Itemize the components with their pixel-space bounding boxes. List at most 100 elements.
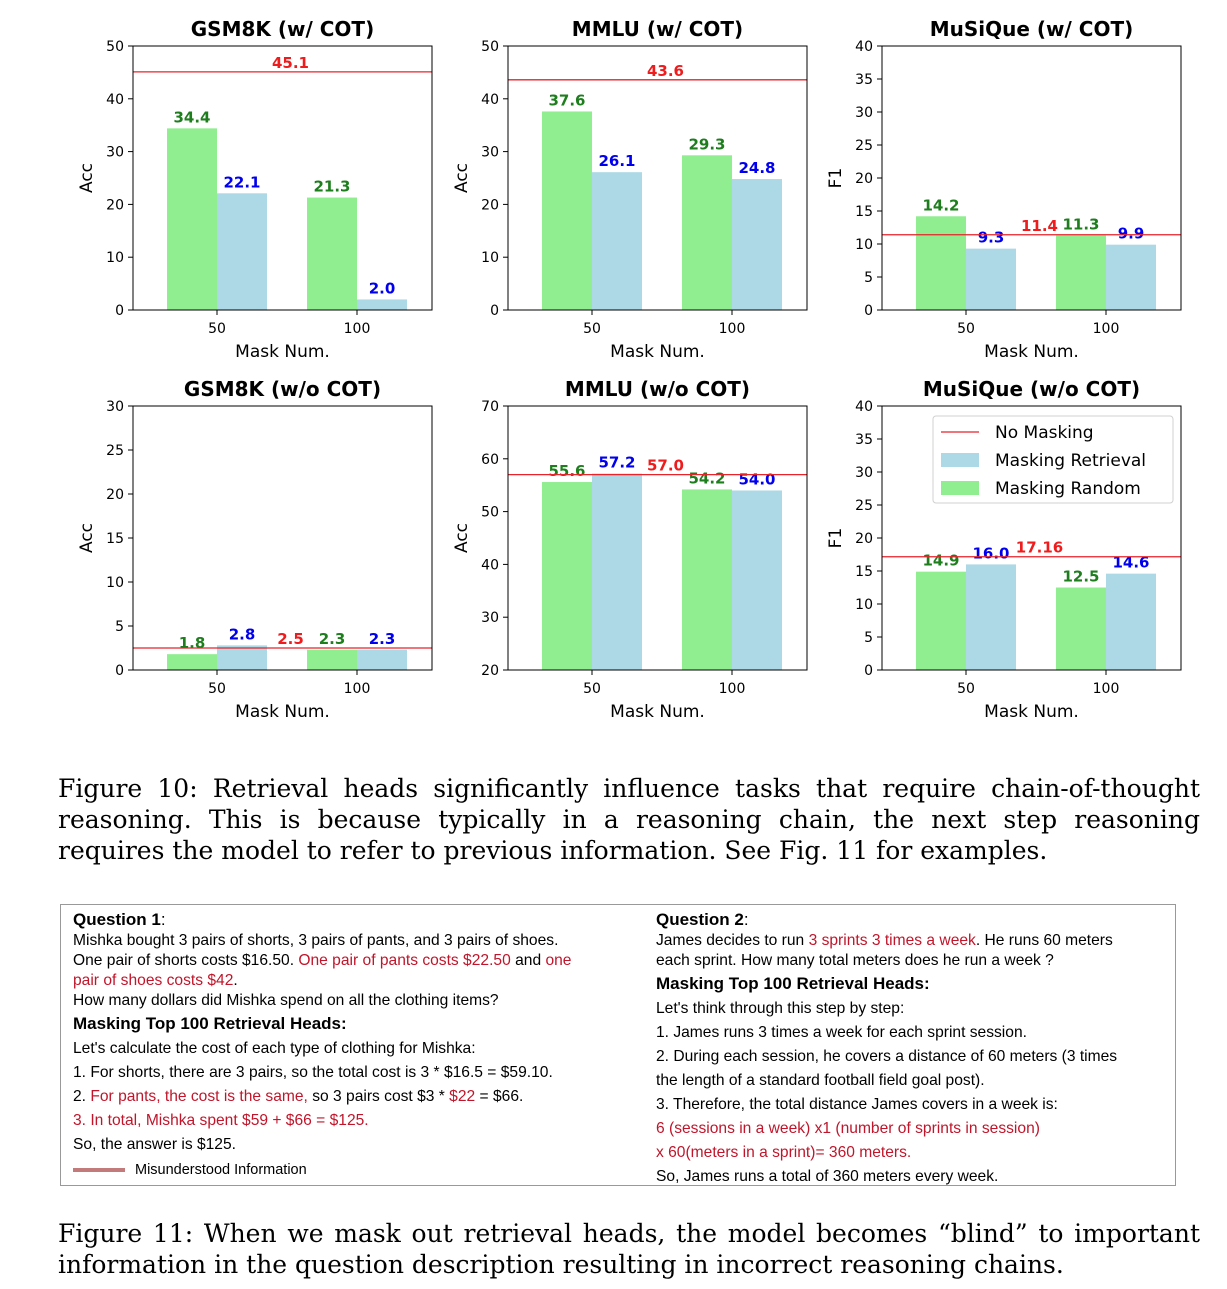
chart5-label-random-50: 55.6 [548, 462, 585, 480]
chart6-bar-retrieval-100 [1106, 573, 1156, 670]
chart1-bar-retrieval-50 [217, 193, 267, 310]
question1-mask-heading: Masking Top 100 Retrieval Heads: [73, 1014, 347, 1033]
question2-answer-line8: So, James runs a total of 360 meters eve… [656, 1168, 999, 1185]
question2-answer-line3: 2. During each session, he covers a dist… [656, 1048, 1118, 1065]
question2-answer-line4: the length of a standard football field … [656, 1072, 985, 1089]
chart5-xlabel: Mask Num. [610, 702, 705, 722]
chart6-label-retrieval-100: 14.6 [1112, 554, 1149, 572]
misunderstood-legend-label: Misunderstood Information [135, 1162, 307, 1178]
question1-line3: pair of shoes costs $42. [73, 972, 238, 989]
chart4-ylabel: Acc [77, 523, 97, 553]
chart3-ytick-label-40: 40 [855, 39, 873, 55]
chart6-xlabel: Mask Num. [984, 702, 1079, 722]
question1-answer-line4: 3. In total, Mishka spent $59 + $66 = $1… [73, 1112, 369, 1129]
chart4-ytick-label-15: 15 [106, 531, 124, 547]
figure11-example-box: Question 1: Mishka bought 3 pairs of sho… [60, 904, 1176, 1186]
chart1-baseline-label: 45.1 [272, 54, 309, 72]
chart6-label-random-100: 12.5 [1062, 568, 1099, 586]
chart2-bar-retrieval-50 [592, 172, 642, 310]
chart4-bar-random-50 [167, 654, 217, 670]
chart5-ytick-label-50: 50 [481, 505, 499, 521]
chart6-legend-label-0: No Masking [995, 423, 1094, 443]
chart2-xtick-label-100: 100 [719, 321, 746, 337]
chart2-bar-random-50 [542, 111, 592, 310]
chart1-ytick-label-50: 50 [106, 39, 124, 55]
chart3-ylabel: F1 [826, 168, 846, 189]
chart4-xtick-label-100: 100 [344, 681, 371, 697]
chart2-ytick-label-50: 50 [481, 39, 499, 55]
chart6-bar-retrieval-50 [966, 564, 1016, 670]
chart3-xlabel: Mask Num. [984, 342, 1079, 362]
chart2-baseline-label: 43.6 [647, 62, 684, 80]
chart6-bar-random-100 [1056, 587, 1106, 670]
chart3-label-random-100: 11.3 [1062, 215, 1099, 233]
chart3-ytick-label-15: 15 [855, 204, 873, 220]
chart5-xtick-label-50: 50 [583, 681, 601, 697]
chart1-ytick-label-40: 40 [106, 92, 124, 108]
chart4-ytick-label-0: 0 [115, 663, 124, 679]
chart1-ylabel: Acc [77, 163, 97, 193]
chart6-bar-random-50 [916, 571, 966, 670]
question1-column: Question 1: Mishka bought 3 pairs of sho… [73, 909, 643, 1181]
chart1-label-random-50: 34.4 [173, 108, 210, 126]
misunderstood-legend: Misunderstood Information [73, 1159, 643, 1181]
chart6-ytick-label-0: 0 [864, 663, 873, 679]
chart3-bar-random-100 [1056, 235, 1106, 310]
chart6-xtick-label-100: 100 [1093, 681, 1120, 697]
chart3-ytick-label-10: 10 [855, 237, 873, 253]
question1-line2: One pair of shorts costs $16.50. One pai… [73, 952, 572, 969]
question2-answer-line7: x 60(meters in a sprint)= 360 meters. [656, 1144, 912, 1161]
question2-colon: : [743, 910, 749, 929]
chart5-ytick-label-20: 20 [481, 663, 499, 679]
chart4-baseline-label: 2.5 [277, 630, 304, 648]
chart6-ytick-label-20: 20 [855, 531, 873, 547]
chart1-axes-frame [132, 45, 433, 311]
question2-column: Question 2: James decides to run 3 sprin… [656, 909, 1176, 1189]
chart1-ytick-label-10: 10 [106, 250, 124, 266]
chart1-bar-retrieval-100 [357, 299, 407, 310]
chart2-title: MMLU (w/ COT) [572, 17, 743, 41]
chart6-label-random-50: 14.9 [922, 552, 959, 570]
chart2-ytick-label-40: 40 [481, 92, 499, 108]
question1-answer-line5: So, the answer is $125. [73, 1136, 236, 1153]
chart4-label-random-50: 1.8 [179, 634, 206, 652]
chart5-ytick-label-30: 30 [481, 610, 499, 626]
question2-line2: each sprint. How many total meters does … [656, 952, 1054, 969]
chart2-ytick-label-0: 0 [490, 303, 499, 319]
chart3-xtick-label-50: 50 [957, 321, 975, 337]
chart6-legend-label-1: Masking Retrieval [995, 451, 1146, 471]
chart1-ytick-label-30: 30 [106, 145, 124, 161]
chart4-ytick-label-5: 5 [115, 619, 124, 635]
chart3-bar-random-50 [916, 216, 966, 310]
chart6-label-retrieval-50: 16.0 [972, 544, 1009, 562]
chart3-bar-retrieval-50 [966, 248, 1016, 310]
question2-answer-line5: 3. Therefore, the total distance James c… [656, 1096, 1058, 1113]
chart1-label-random-100: 21.3 [313, 178, 350, 196]
chart1-ytick-label-20: 20 [106, 197, 124, 213]
chart6-xtick-label-50: 50 [957, 681, 975, 697]
chart4-label-retrieval-100: 2.3 [369, 630, 396, 648]
chart2-axes-frame [507, 45, 808, 311]
question2-answer-line1: Let's think through this step by step: [656, 1000, 905, 1017]
chart2-ylabel: Acc [452, 163, 472, 193]
question1-line4: How many dollars did Mishka spend on all… [73, 992, 499, 1009]
question1-answer-line3: 2. For pants, the cost is the same, so 3… [73, 1088, 524, 1105]
chart5-baseline-label: 57.0 [647, 457, 684, 475]
chart4-title: GSM8K (w/o COT) [184, 377, 381, 401]
question2-answer-line6: 6 (sessions in a week) x1 (number of spr… [656, 1120, 1040, 1137]
chart5-bar-retrieval-50 [592, 473, 642, 670]
chart4-label-retrieval-50: 2.8 [229, 625, 256, 643]
chart6-ytick-label-5: 5 [864, 630, 873, 646]
chart3-baseline-label: 11.4 [1021, 217, 1058, 235]
chart5-ytick-label-40: 40 [481, 557, 499, 573]
chart6-ytick-label-10: 10 [855, 597, 873, 613]
chart6-legend-swatch-retrieval [941, 453, 979, 467]
chart6-ytick-label-40: 40 [855, 399, 873, 415]
chart1-label-retrieval-50: 22.1 [223, 173, 260, 191]
chart1-xtick-label-100: 100 [344, 321, 371, 337]
chart3-ytick-label-5: 5 [864, 270, 873, 286]
chart3-ytick-label-25: 25 [855, 138, 873, 154]
chart5-ytick-label-70: 70 [481, 399, 499, 415]
chart6-ytick-label-30: 30 [855, 465, 873, 481]
figure11-caption: Figure 11: When we mask out retrieval he… [58, 1219, 1200, 1279]
